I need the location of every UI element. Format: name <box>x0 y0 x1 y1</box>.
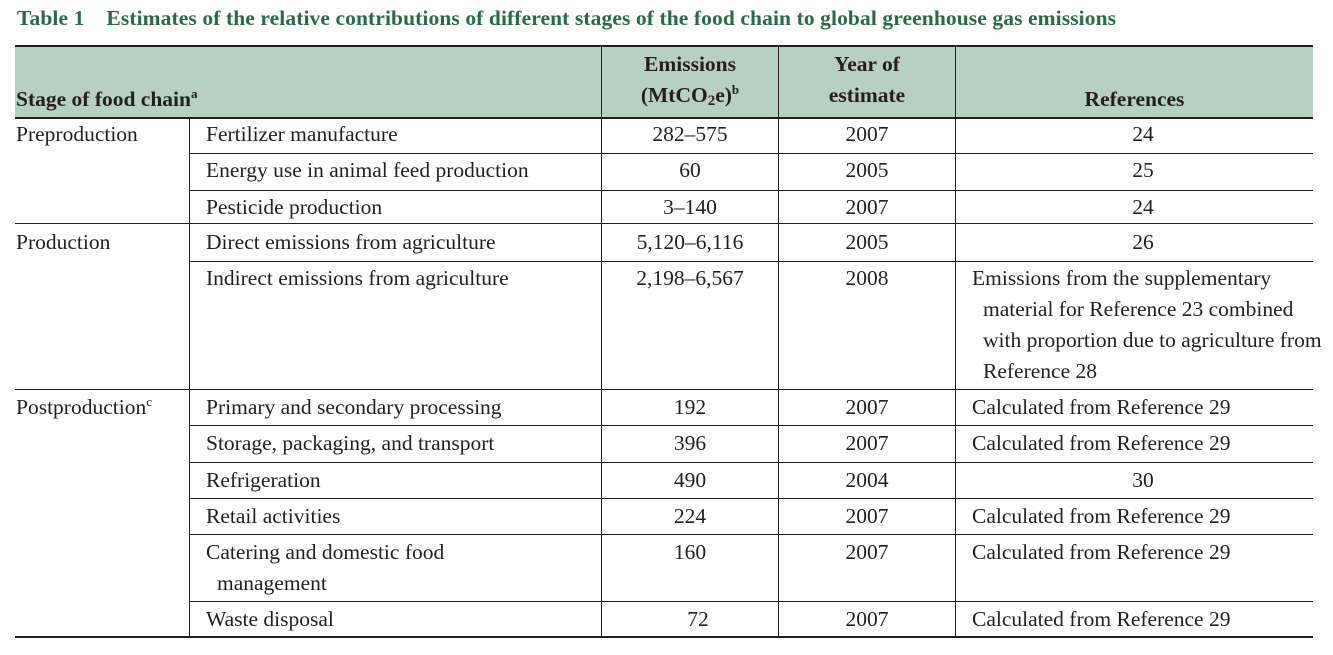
item-cell: Waste disposal <box>206 607 334 631</box>
year-cell: 2007 <box>845 195 889 219</box>
emissions-cell: 5,120–6,116 <box>636 230 744 254</box>
reference-cell: 24 <box>1132 195 1154 219</box>
reference-cell: Calculated from Reference 29 <box>972 504 1231 528</box>
reference-cell: 26 <box>1132 230 1154 254</box>
bottom-rule <box>15 636 1313 638</box>
year-cell: 2007 <box>845 540 889 564</box>
item-cell: Indirect emissions from agriculture <box>206 266 509 290</box>
reference-cell: Calculated from Reference 29 <box>972 540 1231 564</box>
emissions-cell: 224 <box>673 504 707 528</box>
header-stage: Stage of food chaina <box>16 86 198 111</box>
item-cell: Retail activities <box>206 504 341 528</box>
top-rule <box>15 45 1313 47</box>
header-emissions: Emissions (MtCO2e)b <box>640 52 740 109</box>
group-label: Preproduction <box>16 122 138 146</box>
row-divider <box>189 261 1313 262</box>
row-divider <box>189 462 1313 463</box>
year-cell: 2008 <box>845 266 889 290</box>
reference-cell: Calculated from Reference 29 <box>972 607 1231 631</box>
column-divider <box>778 46 779 637</box>
table-title: Estimates of the relative contributions … <box>106 6 1117 30</box>
item-cell: Pesticide production <box>206 195 383 219</box>
emissions-cell: 490 <box>673 468 707 492</box>
table-label: Table 1 <box>17 6 85 30</box>
reference-cell: Calculated from Reference 29 <box>972 431 1231 455</box>
reference-cell: 30 <box>1132 468 1154 492</box>
emissions-cell: 72 <box>687 607 709 631</box>
item-cell: Fertilizer manufacture <box>206 122 398 146</box>
emissions-cell: 2,198–6,567 <box>636 266 744 290</box>
column-divider <box>189 118 190 637</box>
header-background <box>15 46 1313 117</box>
year-cell: 2004 <box>845 468 889 492</box>
item-cell: Primary and secondary processing <box>206 395 502 419</box>
group-divider <box>15 223 1313 224</box>
row-divider <box>189 190 1313 191</box>
table-caption: Table 1 Estimates of the relative contrib… <box>17 6 1116 31</box>
emissions-cell: 3–140 <box>663 195 717 219</box>
reference-cell: Emissions from the supplementary materia… <box>972 266 1322 383</box>
reference-cell: Calculated from Reference 29 <box>972 395 1231 419</box>
header-rule <box>15 117 1313 119</box>
row-divider <box>189 601 1313 602</box>
emissions-cell: 160 <box>673 540 707 564</box>
item-cell: Energy use in animal feed production <box>206 158 529 182</box>
item-cell: Storage, packaging, and transport <box>206 431 495 455</box>
year-cell: 2005 <box>845 230 889 254</box>
emissions-cell: 192 <box>673 395 707 419</box>
row-divider <box>189 153 1313 154</box>
emissions-cell: 282–575 <box>652 122 728 146</box>
item-cell: Refrigeration <box>206 468 321 492</box>
column-divider <box>601 46 602 637</box>
row-divider <box>189 498 1313 499</box>
year-cell: 2007 <box>845 607 889 631</box>
year-cell: 2007 <box>845 431 889 455</box>
reference-cell: 24 <box>1132 122 1154 146</box>
reference-cell: 25 <box>1132 158 1154 182</box>
year-cell: 2007 <box>845 395 889 419</box>
emissions-cell: 396 <box>673 431 707 455</box>
year-cell: 2007 <box>845 504 889 528</box>
header-year: Year of estimate <box>828 52 906 107</box>
year-cell: 2007 <box>845 122 889 146</box>
header-references: References <box>1084 87 1185 111</box>
year-cell: 2005 <box>845 158 889 182</box>
column-divider <box>955 46 956 637</box>
group-label: Postproductionc <box>16 394 152 419</box>
emissions-cell: 60 <box>679 158 701 182</box>
item-cell: Catering and domestic food management <box>206 540 445 595</box>
group-label: Production <box>16 230 111 254</box>
row-divider <box>189 425 1313 426</box>
group-divider <box>15 389 1313 390</box>
item-cell: Direct emissions from agriculture <box>206 230 496 254</box>
row-divider <box>189 534 1313 535</box>
